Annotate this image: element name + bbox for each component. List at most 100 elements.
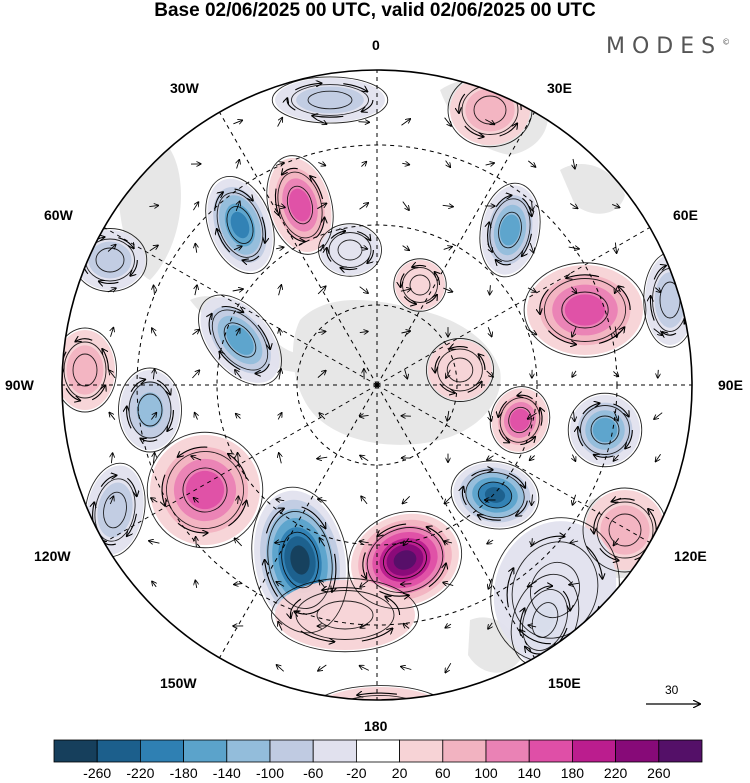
wind-vector [533,581,552,595]
wind-vector [489,410,492,421]
colorbar-swatch [226,739,271,763]
wind-vector [149,541,160,543]
wind-vector [400,289,411,291]
wind-vector [613,403,629,417]
colorbar-tick: -100 [255,765,285,781]
colorbar-tick: 100 [474,765,498,781]
wind-vector [265,508,288,534]
colorbar-tick: 140 [517,765,541,781]
wind-vector [111,327,114,337]
wind-vector [361,99,374,112]
wind-vector [294,608,320,616]
wind-vector [236,201,240,212]
anomaly-cell-10 [200,297,280,383]
colorbar-tick: 260 [647,765,671,781]
wind-vector [444,541,453,543]
wind-vector [486,370,494,377]
contour-11 [479,182,541,278]
wind-vector [471,466,493,477]
contour-18 [425,338,495,402]
label-lon-90w: 90W [5,377,34,393]
label-lon-90e: 90E [718,377,743,393]
wind-vector [130,379,145,392]
wind-vector [611,498,622,502]
wind-vector [255,363,270,376]
wind-vector [274,205,285,208]
label-lon-60e: 60E [673,207,698,223]
wind-vector [527,329,536,334]
wind-vector [151,498,158,502]
wind-vector [572,494,575,505]
wind-vector [522,233,533,258]
contour-10 [198,294,282,386]
wind-vector [547,330,576,345]
wind-vector [612,204,620,207]
wind-vector [385,596,401,616]
wind-vector [242,255,260,263]
wind-vector [234,538,243,547]
wind-vector [615,242,616,254]
wind-vector [573,410,574,422]
colorbar-swatch [139,739,184,763]
wind-vector [527,412,537,419]
map-content [62,70,692,700]
wind-vector [107,288,116,292]
wind-vector [532,538,533,546]
wind-vector [237,160,240,169]
wind-vector [343,83,367,92]
label-lon-120w: 120W [34,548,71,564]
contour-19 [306,685,454,700]
wind-vector [359,203,369,210]
colorbar-tick: 60 [435,765,451,781]
wind-vector [361,161,366,167]
wind-vector [403,296,416,305]
contour-4 [146,431,264,549]
wind-vector [152,581,156,588]
wind-vector [613,454,620,461]
colorbar-tick: 180 [560,765,585,781]
wind-vector [109,370,116,379]
wind-vector [276,665,284,672]
wind-vector [569,583,580,585]
wind-vector [154,285,155,295]
wind-vector [272,188,283,216]
label-lon-150e: 150E [548,675,581,691]
wind-vector [506,568,522,608]
wind-vector [460,486,467,506]
wind-vector [522,197,535,216]
south-pole-marker [374,382,380,388]
anomaly-cell-0 [351,513,459,607]
wind-vector [167,409,174,431]
wind-vector [233,120,242,124]
wind-vector [517,394,533,400]
wind-vector [214,192,229,211]
wind-vector [317,457,328,459]
modes-logo: MODES© [606,34,731,59]
wind-vector [444,495,453,504]
wind-vector [464,125,484,137]
wind-vector [572,454,575,462]
wind-vector [650,296,655,321]
wind-vector [276,582,285,587]
wind-vector [279,329,281,336]
wind-vector [195,412,198,420]
wind-vector [315,217,329,238]
wind-vector [151,413,156,420]
contour-0 [347,510,463,610]
wind-vector [379,590,409,604]
wind-vector [257,324,275,349]
wind-vector [264,558,279,597]
wind-vector [490,285,491,295]
label-lon-120e: 120E [674,548,707,564]
wind-vector [130,259,138,276]
wind-vector [527,288,536,292]
wind-vector [572,370,576,377]
wind-vector [234,188,253,206]
wind-vector [403,624,410,629]
colorbar-swatch [53,739,98,763]
wind-vector [485,119,494,125]
wind-vector [118,237,133,249]
colorbar-swatch [615,739,660,763]
label-lon-60w: 60W [44,207,73,223]
wind-vector [195,285,197,296]
